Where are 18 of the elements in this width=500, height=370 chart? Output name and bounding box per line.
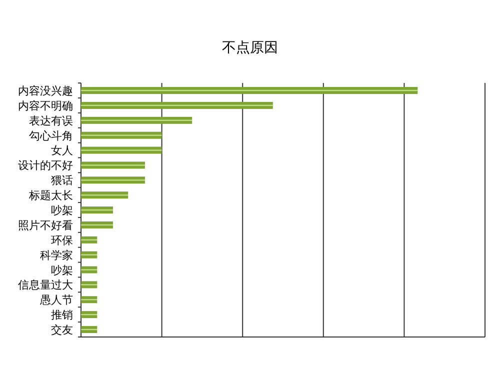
y-tick-label: 内容没兴趣 xyxy=(18,84,73,98)
y-tick-label: 推销 xyxy=(51,308,73,322)
y-tick-label: 猥话 xyxy=(51,174,73,188)
y-tick-label: 信息量过大 xyxy=(18,278,73,292)
y-tick-label: 勾心斗角 xyxy=(29,129,73,142)
y-tick-label: 吵架 xyxy=(51,264,73,277)
y-tick-label: 表达有误 xyxy=(29,114,73,128)
y-tick-label: 照片不好看 xyxy=(18,218,73,232)
y-tick-label: 设计的不好 xyxy=(18,159,73,172)
y-tick-label: 环保 xyxy=(51,234,73,247)
y-tick-label: 内容不明确 xyxy=(18,99,73,112)
y-tick-label: 标题太长 xyxy=(28,189,73,202)
title: 不点原因 xyxy=(222,40,278,56)
y-tick-label: 女人 xyxy=(51,144,73,158)
y-tick-label: 交友 xyxy=(51,324,73,337)
y-tick-label: 愚人节 xyxy=(39,294,73,307)
y-tick-label: 吵架 xyxy=(51,204,73,217)
y-tick-label: 科学家 xyxy=(40,248,73,262)
